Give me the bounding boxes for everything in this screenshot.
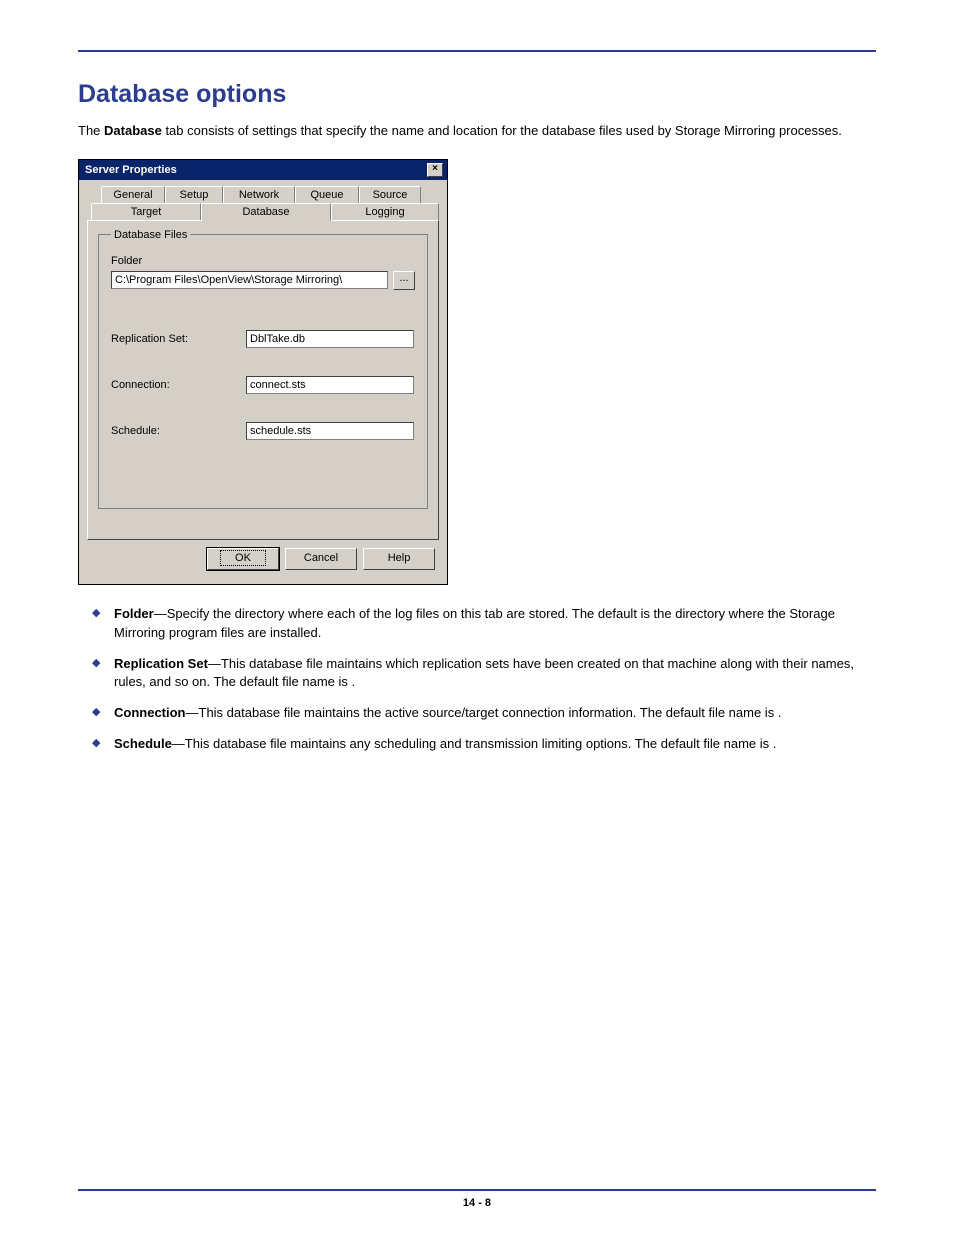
ok-button[interactable]: OK (207, 548, 279, 570)
bullet-text: —This database file maintains any schedu… (172, 736, 777, 751)
dialog-title: Server Properties (85, 164, 177, 176)
list-item: Replication Set—This database file maint… (92, 655, 876, 693)
tab-source[interactable]: Source (359, 186, 421, 203)
tab-logging[interactable]: Logging (331, 203, 439, 220)
page-footer: 14 - 8 (78, 1189, 876, 1209)
group-legend: Database Files (111, 229, 190, 241)
bullet-term: Schedule (114, 736, 172, 751)
tab-network[interactable]: Network (223, 186, 295, 203)
list-item: Schedule—This database file maintains an… (92, 735, 876, 754)
folder-label: Folder (111, 255, 415, 267)
close-button[interactable]: × (427, 163, 443, 177)
intro-paragraph: The Database tab consists of settings th… (78, 122, 876, 141)
tab-setup[interactable]: Setup (165, 186, 223, 203)
bullet-text: —This database file maintains the active… (186, 705, 782, 720)
replication-set-label: Replication Set: (111, 333, 246, 345)
intro-bold: Database (104, 123, 162, 138)
intro-rest: tab consists of settings that specify th… (162, 123, 842, 138)
bullet-term: Folder (114, 606, 154, 621)
bullet-term: Replication Set (114, 656, 208, 671)
browse-button[interactable]: ... (393, 271, 415, 290)
tab-general[interactable]: General (101, 186, 165, 203)
folder-input[interactable] (111, 271, 388, 289)
page-title: Database options (78, 80, 876, 109)
intro-prefix: The (78, 123, 104, 138)
database-files-group: Database Files Folder ... Replication Se… (98, 229, 428, 509)
tab-queue[interactable]: Queue (295, 186, 359, 203)
top-rule (78, 50, 876, 52)
cancel-button[interactable]: Cancel (285, 548, 357, 570)
server-properties-dialog: Server Properties × GeneralSetupNetworkQ… (78, 159, 448, 585)
replication-set-input[interactable] (246, 330, 414, 348)
bullet-text: —Specify the directory where each of the… (114, 606, 835, 640)
bullet-term: Connection (114, 705, 186, 720)
tab-panel-database: Database Files Folder ... Replication Se… (87, 220, 439, 540)
dialog-titlebar: Server Properties × (79, 160, 447, 180)
description-list: Folder—Specify the directory where each … (92, 605, 876, 754)
tab-target[interactable]: Target (91, 203, 201, 220)
schedule-label: Schedule: (111, 425, 246, 437)
connection-input[interactable] (246, 376, 414, 394)
list-item: Connection—This database file maintains … (92, 704, 876, 723)
connection-label: Connection: (111, 379, 246, 391)
help-button[interactable]: Help (363, 548, 435, 570)
list-item: Folder—Specify the directory where each … (92, 605, 876, 643)
tab-database[interactable]: Database (201, 203, 331, 221)
ok-button-label: OK (220, 550, 266, 566)
schedule-input[interactable] (246, 422, 414, 440)
bullet-text: —This database file maintains which repl… (114, 656, 854, 690)
